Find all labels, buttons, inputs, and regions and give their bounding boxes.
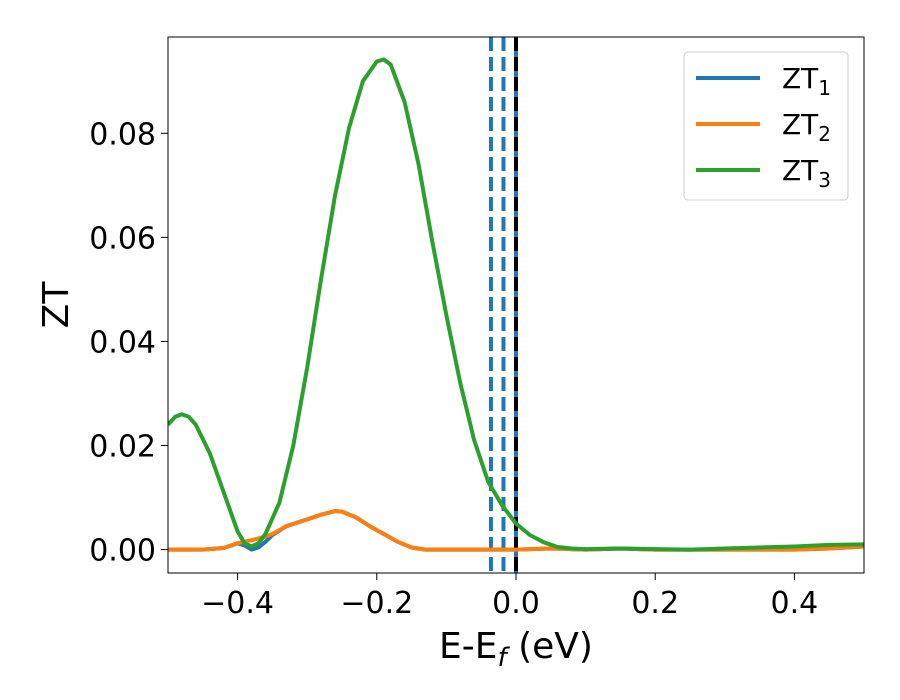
series-line-zt3 [168,57,864,552]
legend: ZT1 ZT2 ZT3 [683,51,849,201]
series-lines [168,57,864,552]
y-tick-label: 0.08 [89,117,156,152]
legend-label-zt3: ZT3 [782,154,831,192]
legend-box [683,51,849,201]
x-axis-label: E-Ef (eV) [439,626,593,673]
x-tick-label: −0.2 [340,586,413,621]
y-tick-label: 0.04 [89,325,156,360]
y-tick-label: 0.00 [89,534,156,569]
x-tick-label: 0.0 [492,586,540,621]
x-axis-ticks: −0.4 −0.2 0.0 0.2 0.4 [201,573,818,621]
y-axis-ticks: 0.00 0.02 0.04 0.06 0.08 [89,117,168,569]
x-tick-label: −0.4 [201,586,274,621]
x-tick-label: 0.4 [771,586,819,621]
legend-label-zt2: ZT2 [782,108,831,146]
y-tick-label: 0.02 [89,430,156,465]
y-axis-label: ZT [36,281,77,329]
legend-label-zt1: ZT1 [782,62,831,100]
y-tick-label: 0.06 [89,221,156,256]
x-tick-label: 0.2 [631,586,679,621]
